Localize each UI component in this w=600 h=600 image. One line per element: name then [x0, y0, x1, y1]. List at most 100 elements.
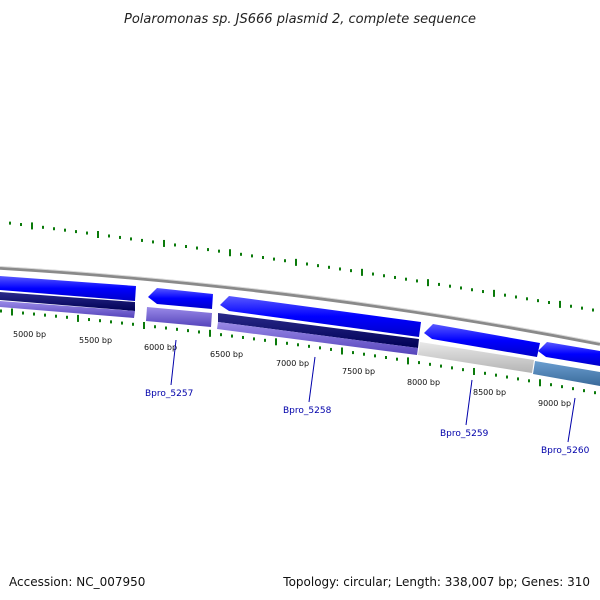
gc-tick — [548, 301, 550, 305]
gc-tick — [141, 238, 143, 242]
scale-label: 8500 bp — [473, 388, 506, 397]
gc-tick — [9, 221, 11, 225]
scale-tick — [484, 371, 486, 375]
gc-tick — [537, 299, 539, 303]
gc-tick — [86, 231, 88, 235]
gene-arrow-bpro-5258[interactable] — [220, 296, 421, 337]
gc-tick — [482, 290, 484, 294]
gc-tick — [130, 237, 132, 241]
gc-tick — [383, 274, 385, 278]
scale-tick — [462, 368, 464, 372]
scale-tick — [319, 346, 321, 350]
gene-arrow-bpro-5257[interactable] — [148, 288, 213, 309]
inner-scale-track — [0, 308, 596, 395]
gc-tick — [416, 279, 418, 283]
gc-tick — [108, 234, 110, 238]
scale-tick — [77, 314, 79, 322]
gene-label[interactable]: Bpro_5257 — [145, 389, 193, 399]
gene-label[interactable]: Bpro_5258 — [283, 406, 332, 416]
gc-tick — [449, 284, 451, 288]
gc-tick — [460, 286, 462, 290]
gc-tick — [218, 249, 220, 253]
gc-tick — [328, 265, 330, 269]
scale-label: 7000 bp — [276, 359, 309, 368]
gene-bar-dark-1[interactable] — [0, 292, 135, 311]
scale-tick — [539, 379, 541, 387]
scale-tick — [374, 354, 376, 358]
scale-tick — [429, 362, 431, 366]
gc-tick — [31, 222, 33, 230]
scale-label: 6500 bp — [210, 350, 243, 359]
gc-tick — [504, 293, 506, 297]
gc-tick — [174, 243, 176, 247]
scale-tick — [33, 312, 35, 316]
scale-tick — [572, 387, 574, 391]
gene-track-purple — [0, 301, 418, 355]
scale-tick — [583, 389, 585, 393]
gc-tick — [75, 230, 77, 234]
gc-tick — [196, 246, 198, 250]
gc-tick — [350, 269, 352, 273]
gc-tick — [438, 282, 440, 286]
scale-tick — [209, 329, 211, 337]
scale-tick — [330, 347, 332, 351]
scale-tick — [22, 311, 24, 315]
scale-tick — [308, 344, 310, 348]
backbone — [0, 266, 600, 346]
gc-tick — [339, 267, 341, 271]
gene-bar-grey[interactable] — [418, 342, 534, 373]
scale-tick — [198, 330, 200, 334]
gc-tick — [394, 275, 396, 279]
scale-tick — [44, 313, 46, 317]
scale-tick — [121, 321, 123, 325]
gc-tick — [53, 227, 55, 231]
gc-tick — [207, 248, 209, 252]
gene-bar-steel[interactable] — [533, 361, 600, 386]
gc-tick — [20, 223, 22, 227]
gc-tick — [163, 239, 165, 247]
scale-tick — [143, 322, 145, 330]
scale-tick — [440, 364, 442, 368]
gene-leader-line — [465, 379, 473, 426]
scale-tick — [418, 361, 420, 365]
gene-bar-purple-2[interactable] — [146, 307, 212, 327]
gc-tick — [581, 306, 583, 310]
scale-tick — [220, 333, 222, 337]
gc-tick — [405, 277, 407, 281]
gc-tick — [284, 259, 286, 263]
gc-tick — [361, 268, 363, 276]
gene-leader-line — [308, 356, 316, 403]
gene-track-dark — [0, 292, 419, 348]
scale-tick — [363, 352, 365, 356]
scale-tick — [110, 320, 112, 324]
gene-arrow-1[interactable] — [0, 276, 136, 301]
scale-tick — [242, 335, 244, 339]
gene-label[interactable]: Bpro_5259 — [440, 429, 489, 439]
gene-arrow-bpro-5259[interactable] — [424, 324, 540, 357]
gc-tick — [372, 272, 374, 276]
gc-tick — [251, 254, 253, 258]
scale-tick — [517, 377, 519, 381]
scale-label: 8000 bp — [407, 378, 440, 387]
scale-tick — [264, 338, 266, 342]
gc-tick — [306, 262, 308, 266]
gc-tick — [262, 255, 264, 259]
gc-tick — [97, 231, 99, 239]
gene-arrow-bpro-5260[interactable] — [538, 342, 600, 366]
scale-tick — [55, 314, 57, 318]
scale-tick — [407, 357, 409, 365]
scale-labels: 5000 bp 5500 bp 6000 bp 6500 bp 7000 bp 7500 … — [13, 330, 571, 408]
gene-track-forward — [0, 276, 600, 366]
gene-bar-purple-3[interactable] — [217, 322, 418, 355]
scale-tick — [0, 309, 2, 313]
gc-tick — [493, 289, 495, 297]
gc-tick — [152, 240, 154, 244]
gene-label[interactable]: Bpro_5260 — [541, 446, 590, 456]
scale-tick — [451, 366, 453, 370]
gene-bar-dark-2[interactable] — [218, 313, 419, 348]
gene-bar-purple-1[interactable] — [0, 301, 135, 318]
scale-tick — [550, 383, 552, 387]
scale-tick — [132, 322, 134, 326]
scale-tick — [297, 343, 299, 347]
gc-tick — [119, 235, 121, 239]
